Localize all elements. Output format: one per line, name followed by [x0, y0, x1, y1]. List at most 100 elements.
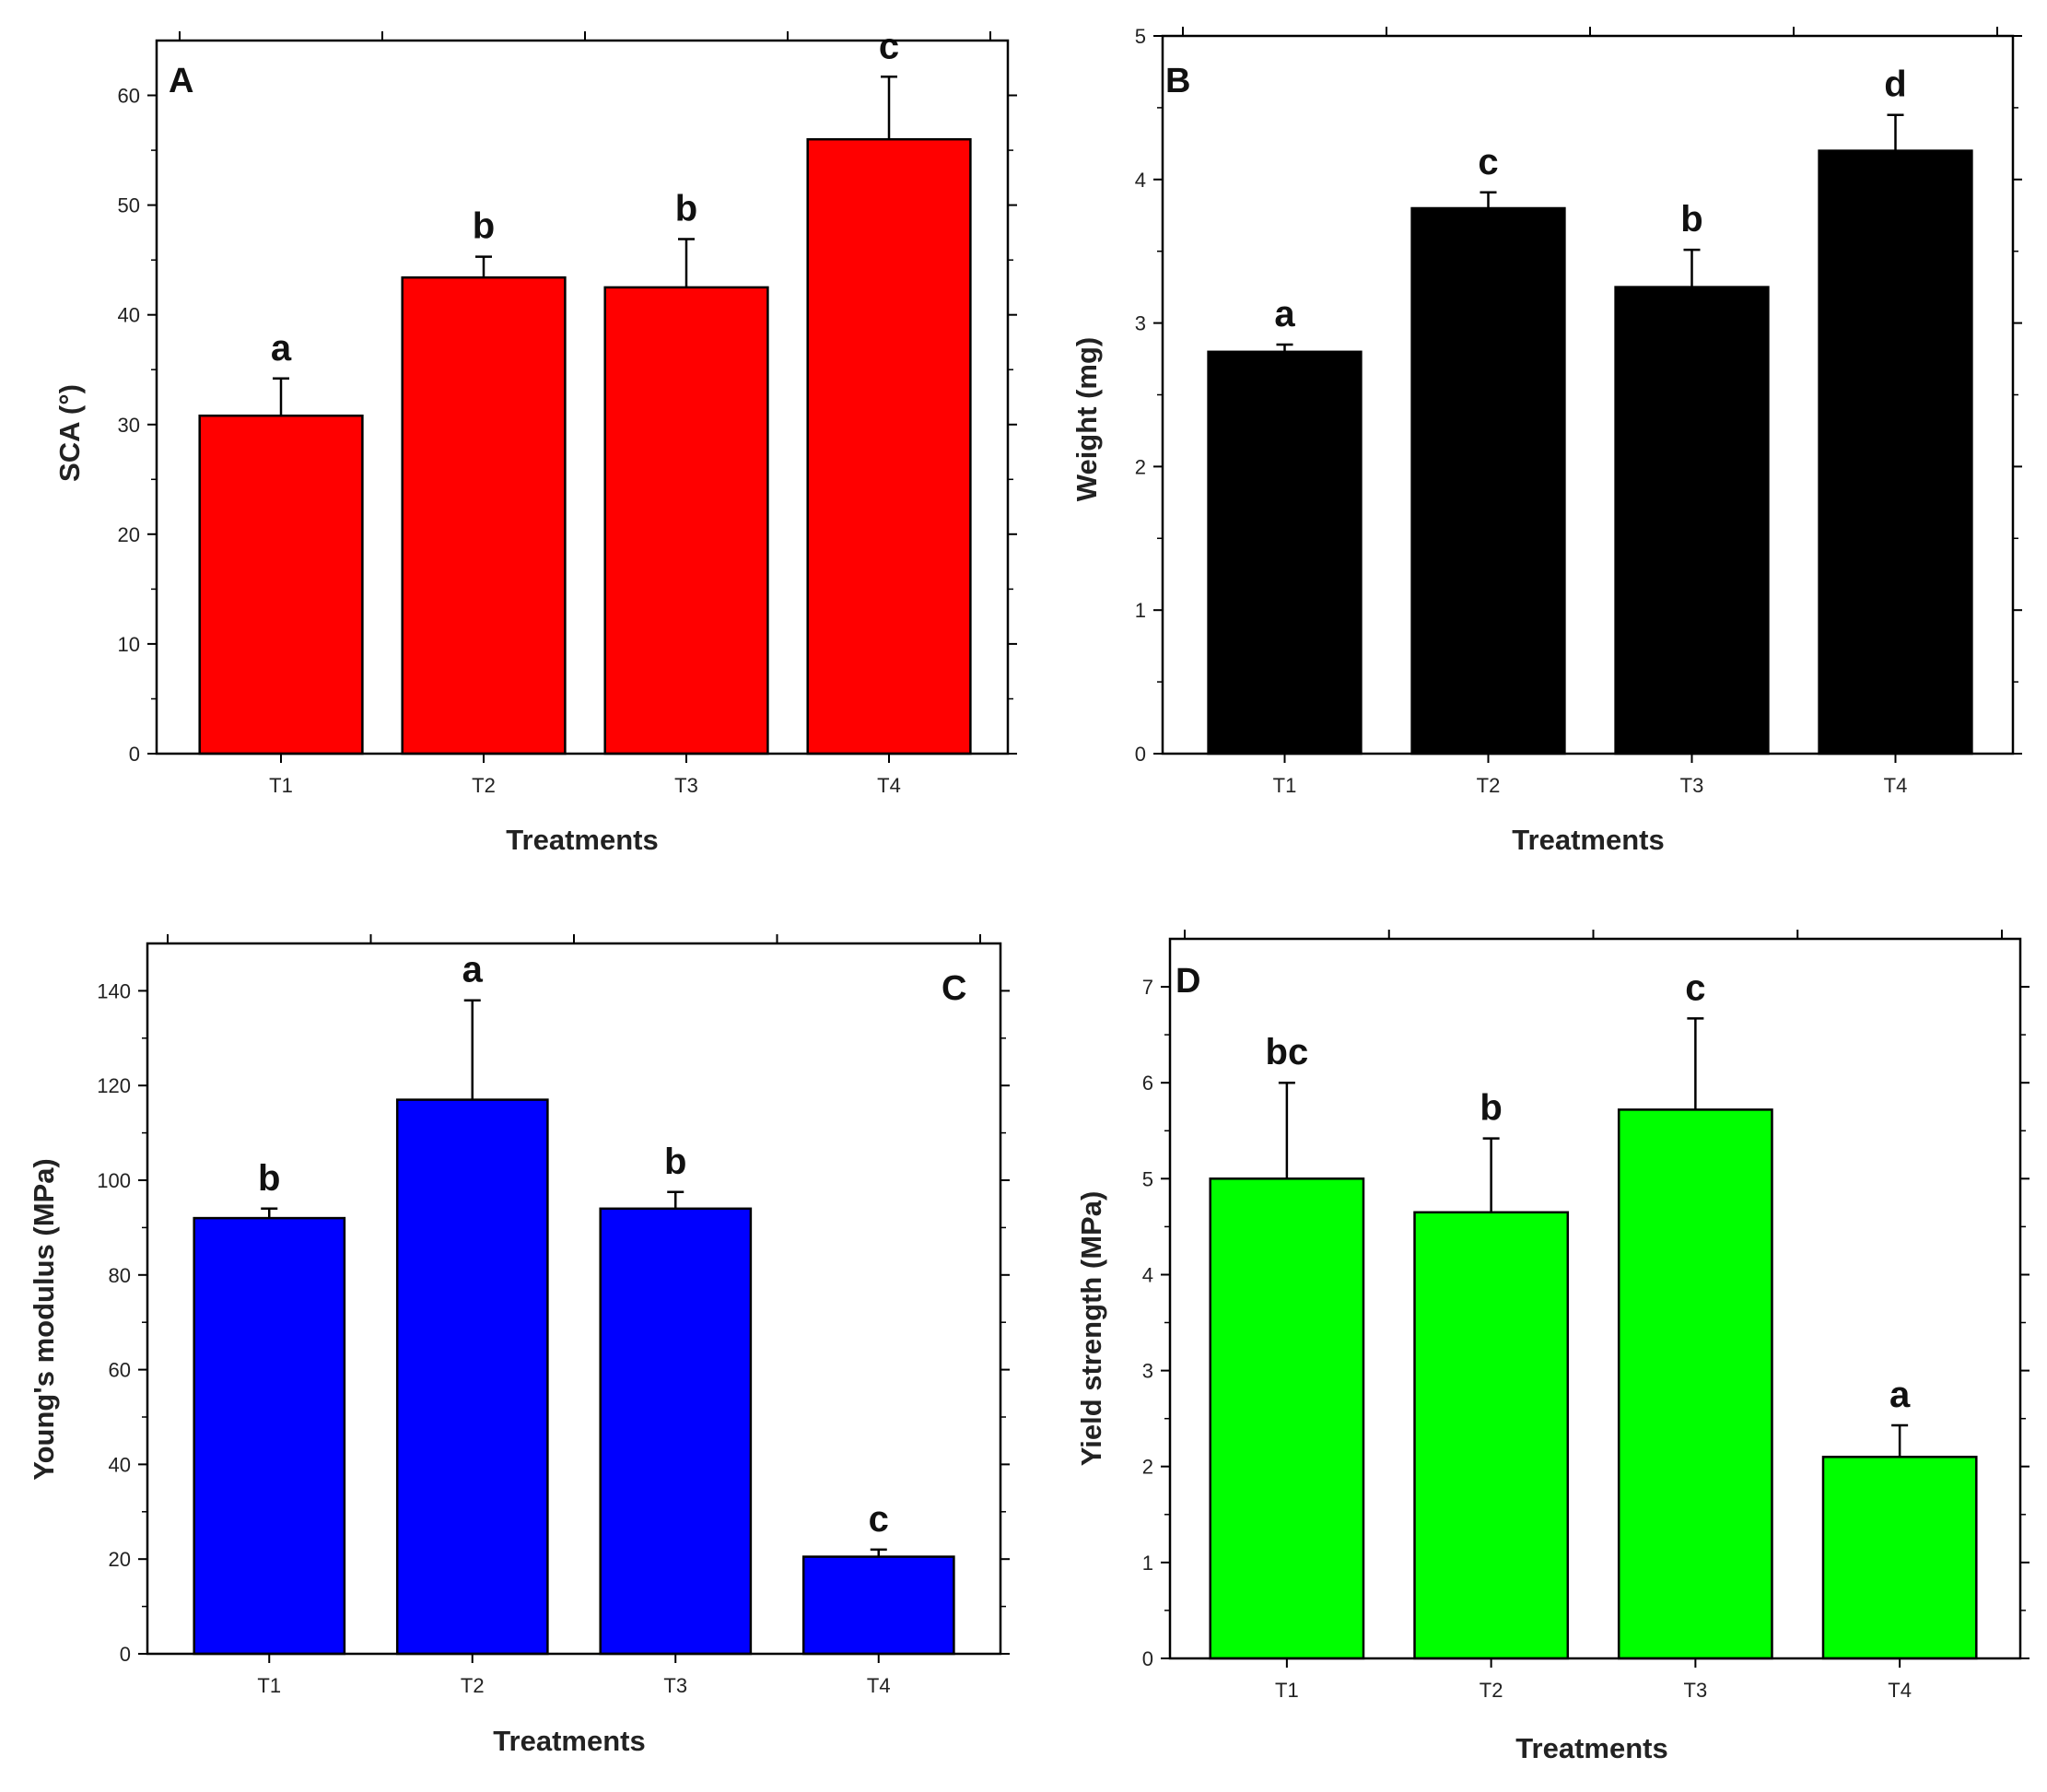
panel-b-y-tick-label-5: 5: [1135, 25, 1146, 48]
panel-a-y-tick-label-4: 40: [118, 304, 140, 327]
panel-d-y-tick-label-2: 2: [1142, 1456, 1153, 1479]
panel-b-bar-t1: [1207, 350, 1363, 755]
panel-b-x-tick-label-t3: T3: [1680, 774, 1704, 797]
panel-a-bar-t3: [603, 286, 769, 755]
panel-c-error-bar-t4: [870, 1548, 887, 1557]
panel-c-frame: [146, 942, 1002, 1656]
panel-d-y-tick-label-1: 1: [1142, 1552, 1153, 1575]
panel-d-x-tick-label-t4: T4: [1888, 1679, 1912, 1702]
panel-d-y-tick-label-0: 0: [1142, 1647, 1153, 1670]
panel-d-error-bar-t2: [1482, 1137, 1500, 1212]
panel-a-significance-t4: c: [879, 26, 899, 66]
panel-d-y-tick-label-3: 3: [1142, 1360, 1153, 1383]
panel-a-y-axis-title: SCA (°): [53, 384, 86, 482]
panel-b-bar-t2: [1410, 206, 1566, 755]
panel-a-y-tick-label-1: 10: [118, 633, 140, 656]
panel-b-plot: a T1 c T2 b T3 d T4 0 1 2 3 4 5: [1135, 25, 2022, 797]
panel-d-significance-t4: a: [1889, 1375, 1911, 1415]
panel-c-y-tick-label-7: 140: [97, 979, 131, 1002]
panel-c-y-tick-label-6: 120: [97, 1074, 131, 1097]
panel-c-letter: C: [942, 969, 966, 1008]
panel-c-y-tick-label-0: 0: [120, 1643, 131, 1666]
panel-c-plot: b T1 a T2 b T3 c T4 0 20 40 60 80 100 120 140: [97, 934, 1010, 1697]
panel-b-significance-t3: b: [1680, 199, 1702, 240]
panel-c-error-bar-t2: [463, 999, 481, 1100]
panel-a-x-tick-label-t2: T2: [472, 774, 496, 797]
panel-d-y-axis-title: Yield strength (MPa): [1075, 1191, 1107, 1467]
panel-d-x-tick-label-t3: T3: [1684, 1679, 1708, 1702]
panel-b-y-tick-label-4: 4: [1135, 169, 1146, 192]
panel-d-frame: [1168, 937, 2022, 1660]
panel-d-bar-t3: [1617, 1108, 1773, 1660]
panel-b-error-bar-t3: [1683, 248, 1701, 287]
panel-d-bar-t4: [1821, 1456, 1978, 1660]
panel-d-error-bar-t3: [1687, 1017, 1704, 1110]
panel-a-x-axis-title: Treatments: [506, 824, 658, 856]
panel-b-bar-t4: [1818, 149, 1973, 755]
panel-b-y-axis-title: Weight (mg): [1070, 337, 1103, 502]
panel-c-bar-t1: [193, 1216, 346, 1656]
panel-a-plot: a T1 b T2 b T3 c T4 0 10 20 30 40 50 60: [118, 26, 1017, 797]
panel-c-bar-t4: [801, 1555, 955, 1656]
panel-a-y-tick-label-0: 0: [129, 743, 140, 766]
panel-b-y-tick-label-2: 2: [1135, 455, 1146, 478]
panel-b-y-tick-label-1: 1: [1135, 599, 1146, 622]
panel-c-x-tick-label-t3: T3: [663, 1674, 687, 1697]
panel-a-error-bar-t4: [881, 76, 897, 140]
panel-d-significance-t1: bc: [1266, 1032, 1309, 1072]
panel-a-significance-t2: b: [473, 206, 495, 247]
panel-a-x-tick-label-t4: T4: [877, 774, 901, 797]
panel-a-bar-t4: [806, 137, 972, 755]
panel-c-significance-t3: b: [664, 1142, 686, 1182]
panel-a-y-tick-label-2: 20: [118, 523, 140, 546]
panel-d-significance-t2: b: [1480, 1088, 1502, 1129]
panel-d-plot: bc T1 b T2 c T3 a T4 0 1 2 3 4 5 6 7: [1142, 930, 2029, 1702]
panel-c-y-tick-label-3: 60: [109, 1359, 131, 1382]
panel-b: Weight (mg) Treatments B: [1070, 62, 1665, 856]
panel-b-significance-t2: c: [1478, 142, 1498, 182]
panel-b-significance-t1: a: [1274, 294, 1295, 334]
panel-c-x-tick-label-t1: T1: [257, 1674, 281, 1697]
panel-a-x-tick-label-t3: T3: [674, 774, 698, 797]
panel-d-x-tick-label-t2: T2: [1480, 1679, 1503, 1702]
panel-b-y-tick-label-0: 0: [1135, 743, 1146, 766]
panel-b-significance-t4: d: [1884, 64, 1906, 105]
panel-d-y-tick-label-6: 6: [1142, 1072, 1153, 1095]
panel-a-significance-t1: a: [271, 328, 292, 369]
panel-d-letter: D: [1176, 962, 1200, 1001]
panel-d-error-bar-t1: [1278, 1081, 1295, 1179]
panel-c-y-tick-label-4: 80: [109, 1264, 131, 1287]
panel-c-x-axis-title: Treatments: [493, 1725, 645, 1757]
panel-d-error-bar-t4: [1891, 1423, 1909, 1458]
panel-c-error-bar-t1: [261, 1207, 278, 1219]
panel-d-significance-t3: c: [1685, 967, 1705, 1008]
panel-d: Yield strength (MPa) Treatments D: [1075, 962, 1668, 1764]
panel-c-significance-t4: c: [869, 1499, 889, 1540]
panel-a-letter: A: [169, 62, 193, 100]
panel-a: SCA (°) Treatments A: [53, 62, 659, 856]
panel-a-error-bar-t3: [678, 238, 695, 287]
panel-a-y-tick-label-6: 60: [118, 85, 140, 108]
panel-b-error-bar-t1: [1276, 343, 1293, 352]
panel-d-y-tick-label-7: 7: [1142, 976, 1153, 999]
panel-b-letter: B: [1165, 62, 1190, 100]
panel-c-bar-t2: [395, 1098, 549, 1656]
panel-a-frame: [155, 39, 1010, 755]
panel-b-x-axis-title: Treatments: [1512, 824, 1664, 856]
panel-d-x-axis-title: Treatments: [1515, 1732, 1667, 1764]
panel-d-bar-t2: [1413, 1211, 1570, 1660]
panel-d-x-tick-label-t1: T1: [1275, 1679, 1299, 1702]
panel-b-error-bar-t4: [1887, 113, 1904, 151]
panel-d-y-tick-label-4: 4: [1142, 1264, 1153, 1287]
panel-c-y-tick-label-2: 40: [109, 1453, 131, 1476]
panel-a-bar-t1: [198, 414, 364, 755]
panel-c-bar-t3: [599, 1207, 753, 1656]
panel-a-bar-t2: [401, 275, 567, 755]
panel-c-significance-t2: a: [462, 950, 484, 990]
panel-c-y-axis-title: Young's modulus (MPa): [28, 1158, 60, 1481]
panel-a-y-tick-label-3: 30: [118, 414, 140, 437]
panel-a-x-tick-label-t1: T1: [269, 774, 293, 797]
panel-a-error-bar-t2: [475, 255, 492, 278]
panel-b-x-tick-label-t4: T4: [1884, 774, 1908, 797]
